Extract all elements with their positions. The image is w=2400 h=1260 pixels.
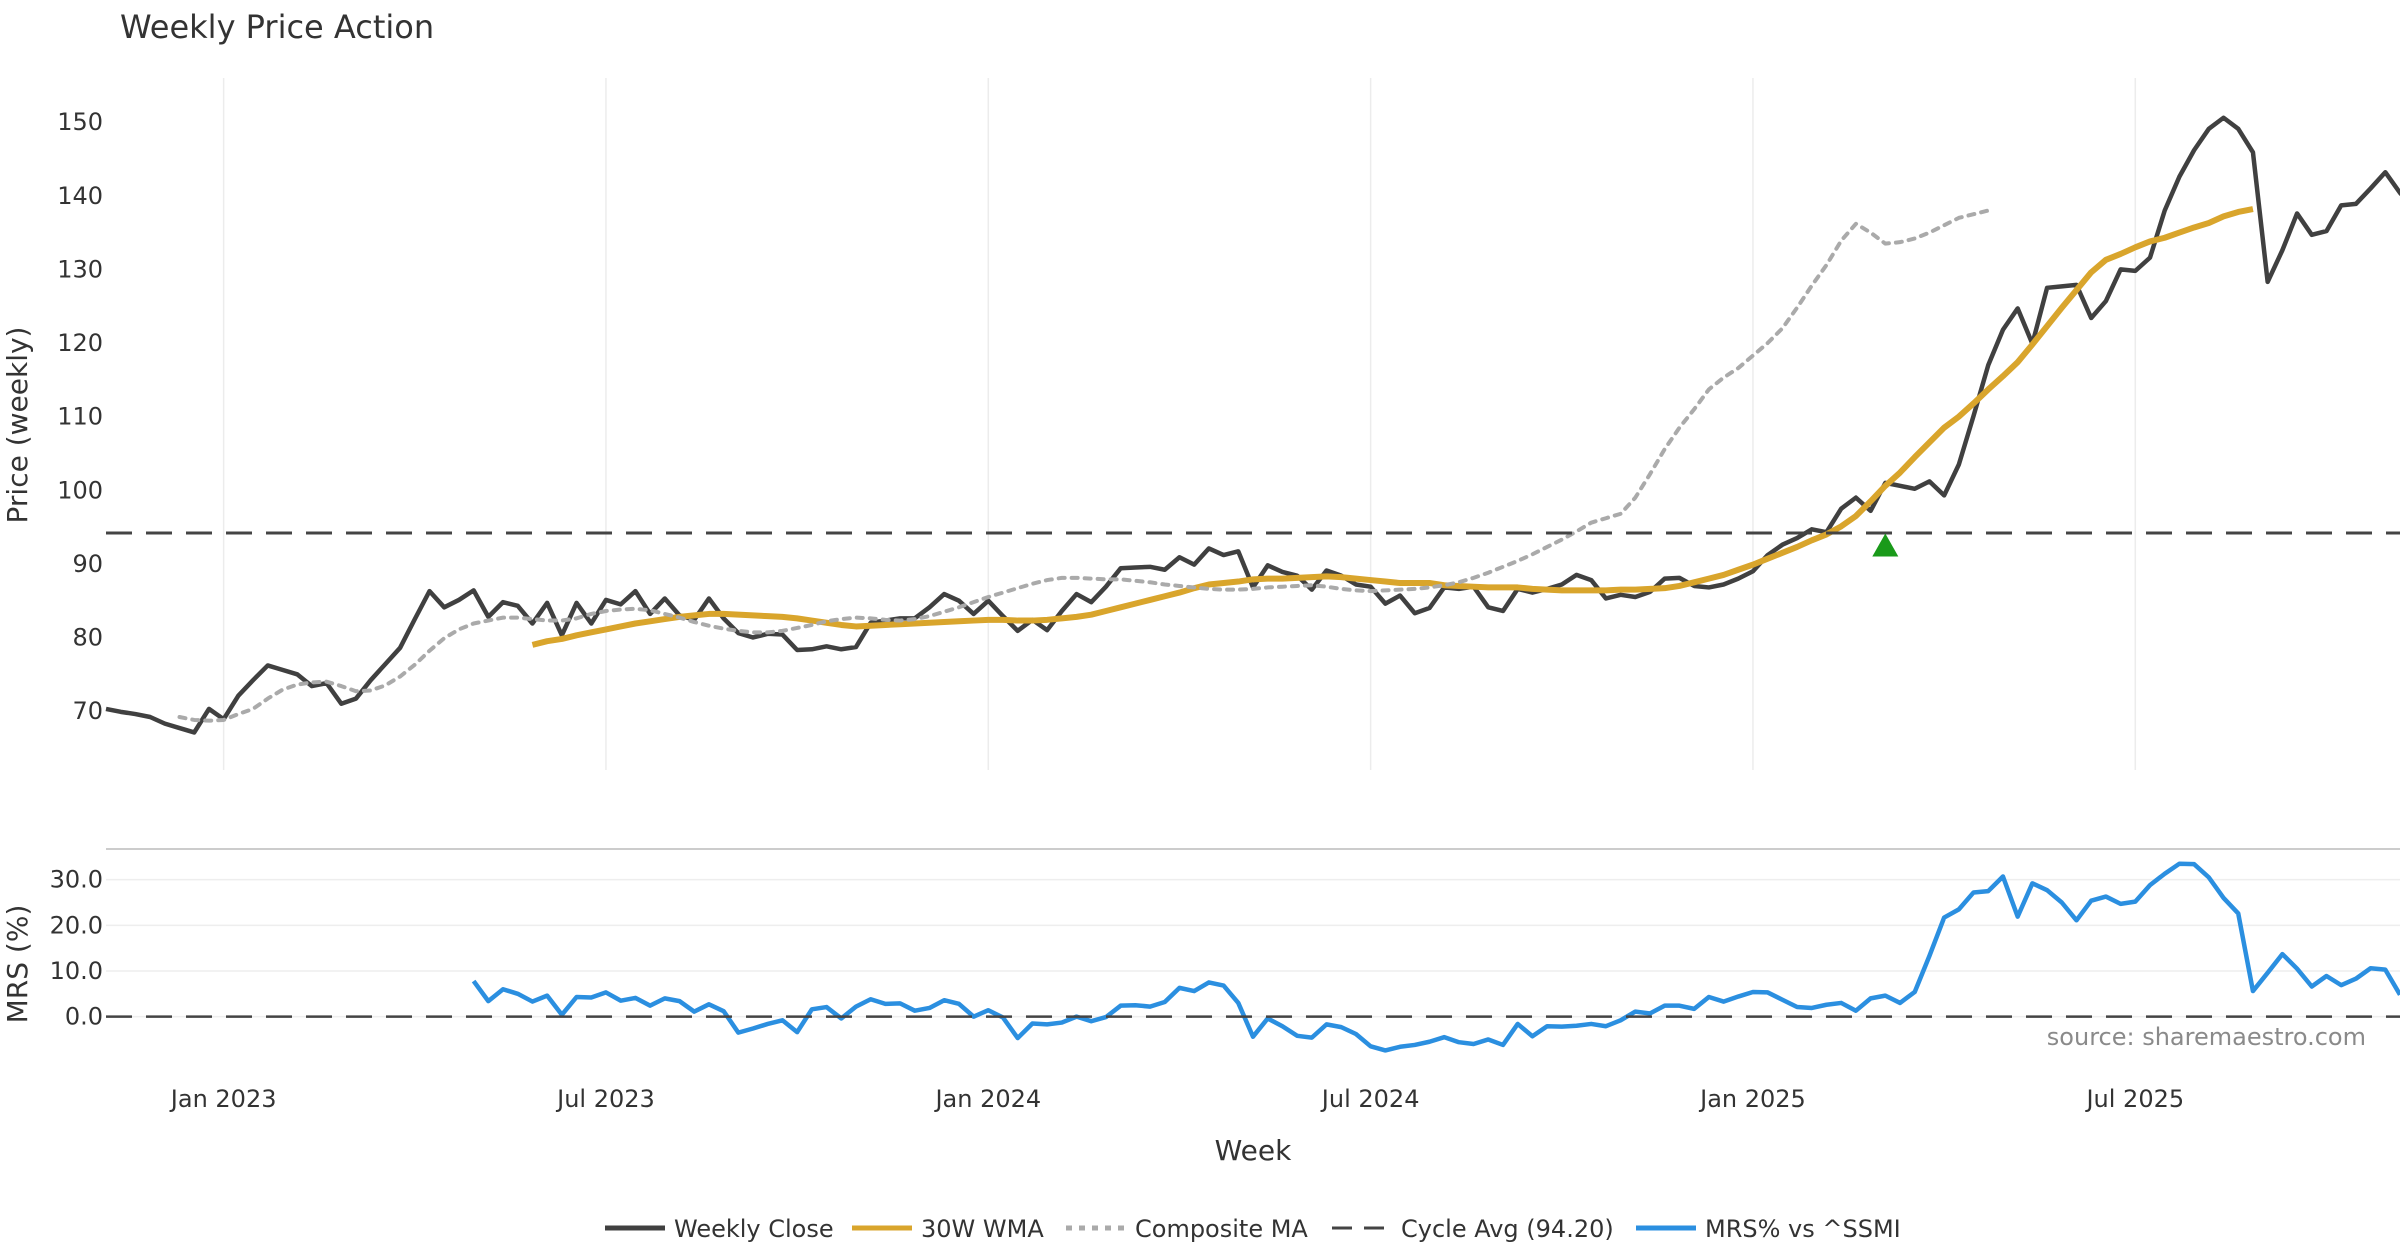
x-ticks: Jan 2023 Jul 2023 Jan 2024 Jul 2024 Jan 2025…: [169, 1085, 2184, 1113]
mrs-vs-ssmi-legend-label: MRS% vs ^SSMI: [1705, 1215, 1901, 1243]
signal-triangle-marker: [1872, 533, 1899, 557]
mrs-y-tick-label: 0.0: [65, 1003, 103, 1031]
mrs-y-tick-label: 10.0: [50, 957, 103, 985]
price-y-tick-label: 130: [57, 255, 103, 283]
chart-title: Weekly Price Action: [120, 8, 434, 46]
price-series: [105, 115, 2400, 735]
price-y-tick-label: 100: [57, 476, 103, 504]
composite-ma-line: [177, 208, 1991, 723]
weekly-close-line: [105, 115, 2400, 735]
mrs-axis-label: MRS (%): [1, 905, 34, 1024]
mrs-y-tick-label: 30.0: [50, 866, 103, 894]
x-tick-label: Jul 2024: [1320, 1085, 1420, 1113]
price-y-ticks: 70 80 90 100 110 120 130 140 150: [57, 108, 103, 725]
price-y-tick-label: 90: [72, 550, 103, 578]
x-tick-label: Jul 2025: [2084, 1085, 2184, 1113]
price-y-tick-label: 120: [57, 329, 103, 357]
30w-wma-line: [531, 206, 2254, 648]
price-y-tick-label: 110: [57, 403, 103, 431]
mrs-y-tick-label: 20.0: [50, 911, 103, 939]
x-tick-label: Jan 2023: [169, 1085, 277, 1113]
price-y-tick-label: 80: [72, 623, 103, 651]
x-tick-label: Jan 2025: [1698, 1085, 1806, 1113]
mrs-y-ticks: 0.0 10.0 20.0 30.0: [50, 866, 103, 1031]
price-axis-label: Price (weekly): [1, 327, 34, 524]
mrs-series: [106, 861, 2400, 1053]
weekly-close-legend-label: Weekly Close: [674, 1215, 834, 1243]
x-axis-label: Week: [1215, 1134, 1292, 1167]
legend: Weekly Close 30W WMA Composite MA Cycle Avg…: [605, 1215, 1901, 1243]
cycle-avg-94-20-legend-label: Cycle Avg (94.20): [1401, 1215, 1614, 1243]
price-y-tick-label: 150: [57, 108, 103, 136]
30w-wma-legend-label: 30W WMA: [921, 1215, 1044, 1243]
price-gridlines: [222, 78, 2137, 770]
price-y-tick-label: 140: [57, 182, 103, 210]
price-y-tick-label: 70: [72, 697, 103, 725]
x-tick-label: Jul 2023: [555, 1085, 655, 1113]
x-tick-label: Jan 2024: [933, 1085, 1041, 1113]
composite-ma-legend-label: Composite MA: [1135, 1215, 1308, 1243]
mrs-vs-ssmi-line: [471, 861, 2400, 1053]
source-annotation: source: sharemaestro.com: [2047, 1023, 2366, 1051]
